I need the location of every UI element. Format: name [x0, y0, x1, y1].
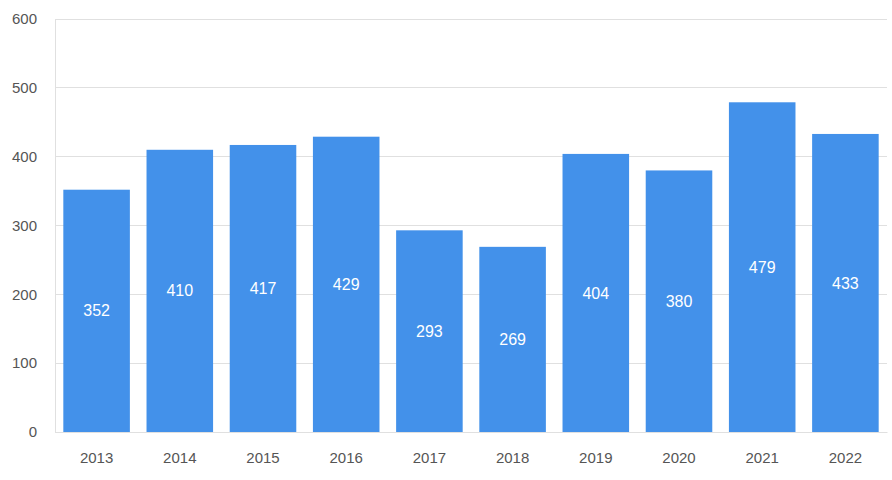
data-label: 352 — [83, 302, 110, 319]
y-tick-label: 200 — [12, 286, 37, 303]
y-tick-label: 500 — [12, 79, 37, 96]
x-axis-line — [56, 432, 888, 433]
x-tick: 2015 — [246, 449, 279, 466]
chart-container: 0100200300400500600201320142015201620172… — [0, 0, 892, 480]
grid — [55, 19, 887, 432]
x-tick: 2019 — [579, 449, 612, 466]
x-tick-label: 2015 — [246, 449, 279, 466]
x-tick: 2018 — [496, 449, 529, 466]
data-label: 269 — [499, 331, 526, 348]
x-axis: 2013 2014 2015 2016 2017 2018 2019 2020 2021 2022 — [56, 433, 888, 466]
x-tick: 2013 — [80, 449, 113, 466]
y-tick-label: 100 — [12, 354, 37, 371]
y-tick-label: 300 — [12, 217, 37, 234]
grid-line — [55, 87, 887, 88]
x-tick-label: 2013 — [80, 449, 113, 466]
y-tick: 600 — [12, 10, 55, 27]
data-label: 433 — [832, 275, 859, 292]
bar — [812, 134, 879, 432]
y-tick: 0 — [29, 423, 55, 440]
bar — [729, 102, 796, 432]
bar — [646, 170, 713, 432]
data-labels: 352 410 417 429 293 269 404 380 479 433 — [83, 259, 859, 348]
bar — [396, 230, 463, 432]
x-tick-label: 2021 — [746, 449, 779, 466]
y-tick: 100 — [12, 354, 55, 371]
y-tick-label: 600 — [12, 10, 37, 27]
data-label: 293 — [416, 323, 443, 340]
bar — [563, 154, 630, 432]
x-tick-label: 2018 — [496, 449, 529, 466]
bars — [63, 102, 878, 432]
y-tick-label: 400 — [12, 148, 37, 165]
x-tick-label: 2016 — [330, 449, 363, 466]
x-tick: 2020 — [662, 449, 695, 466]
x-tick: 2016 — [330, 449, 363, 466]
bar — [479, 247, 546, 432]
bar — [63, 190, 130, 432]
x-tick-label: 2017 — [413, 449, 446, 466]
data-label: 410 — [166, 282, 193, 299]
x-tick-label: 2019 — [579, 449, 612, 466]
chart-svg: 0100200300400500600201320142015201620172… — [0, 0, 892, 480]
bar — [230, 145, 297, 432]
x-tick: 2014 — [163, 449, 196, 466]
x-tick: 2022 — [829, 449, 862, 466]
x-tick-label: 2022 — [829, 449, 862, 466]
bar — [147, 150, 214, 432]
y-tick: 200 — [12, 286, 55, 303]
y-axis: 0 100 200 300 400 500 600 — [12, 10, 56, 440]
y-tick: 300 — [12, 217, 55, 234]
x-tick-label: 2020 — [662, 449, 695, 466]
data-label: 417 — [250, 280, 277, 297]
data-label: 404 — [582, 285, 609, 302]
bar — [313, 137, 380, 432]
data-label: 479 — [749, 259, 776, 276]
y-tick-label: 0 — [29, 423, 37, 440]
y-axis-line — [55, 20, 56, 433]
data-label: 380 — [666, 293, 693, 310]
plot-area: 0100200300400500600201320142015201620172… — [12, 10, 888, 465]
x-tick-label: 2014 — [163, 449, 196, 466]
data-label: 429 — [333, 276, 360, 293]
grid-line — [55, 19, 887, 20]
x-tick: 2021 — [746, 449, 779, 466]
y-tick: 400 — [12, 148, 55, 165]
x-tick: 2017 — [413, 449, 446, 466]
y-tick: 500 — [12, 79, 55, 96]
